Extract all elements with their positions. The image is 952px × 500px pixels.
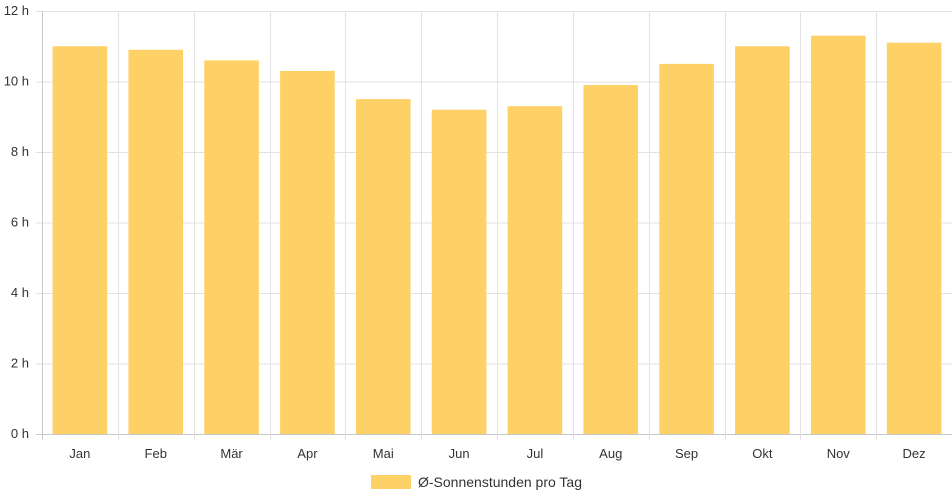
grid-lines bbox=[36, 11, 952, 440]
x-tick-label: Jan bbox=[69, 446, 90, 461]
x-tick-label: Feb bbox=[145, 446, 167, 461]
bar-okt[interactable] bbox=[735, 46, 790, 434]
bar-aug[interactable] bbox=[583, 85, 639, 435]
bar-mär[interactable] bbox=[204, 60, 259, 434]
legend-swatch bbox=[371, 475, 411, 489]
x-tick-label: Apr bbox=[297, 446, 318, 461]
x-tick-label: Dez bbox=[903, 446, 926, 461]
y-tick-label: 0 h bbox=[11, 426, 29, 441]
x-tick-label: Mär bbox=[220, 446, 243, 461]
y-tick-label: 6 h bbox=[11, 215, 29, 230]
x-tick-label: Okt bbox=[752, 446, 773, 461]
y-tick-label: 12 h bbox=[4, 3, 29, 18]
bars bbox=[52, 35, 942, 435]
bar-mai[interactable] bbox=[355, 99, 411, 434]
bar-sep[interactable] bbox=[659, 63, 714, 434]
x-tick-label: Jun bbox=[449, 446, 470, 461]
x-tick-label: Aug bbox=[599, 446, 622, 461]
x-tick-label: Mai bbox=[373, 446, 394, 461]
legend-label: Ø-Sonnenstunden pro Tag bbox=[418, 474, 582, 490]
y-tick-label: 10 h bbox=[4, 74, 29, 89]
y-tick-label: 8 h bbox=[11, 144, 29, 159]
bar-jul[interactable] bbox=[507, 106, 563, 435]
x-tick-label: Nov bbox=[827, 446, 851, 461]
bar-feb[interactable] bbox=[128, 49, 184, 435]
x-tick-label: Sep bbox=[675, 446, 698, 461]
bar-jun[interactable] bbox=[431, 109, 487, 434]
y-tick-label: 2 h bbox=[11, 356, 29, 371]
bar-nov[interactable] bbox=[810, 35, 866, 435]
bar-apr[interactable] bbox=[280, 70, 335, 435]
legend[interactable]: Ø-Sonnenstunden pro Tag bbox=[371, 474, 582, 490]
y-tick-label: 4 h bbox=[11, 285, 29, 300]
x-tick-label: Jul bbox=[527, 446, 544, 461]
bar-jan[interactable] bbox=[52, 46, 108, 434]
bar-dez[interactable] bbox=[886, 42, 942, 434]
axes: 0 h 2 h 4 h 6 h 8 h 10 h 12 h Jan Feb Mär Apr Mai Ju… bbox=[4, 3, 926, 461]
